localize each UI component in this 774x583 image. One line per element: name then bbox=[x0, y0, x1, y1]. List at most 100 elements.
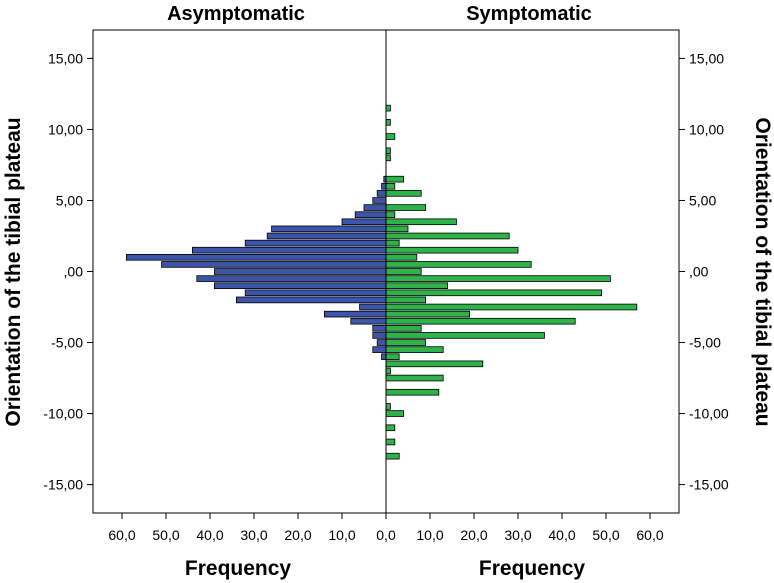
bar-symptomatic-25 bbox=[385, 325, 422, 332]
y-axis-title-right: Orientation of the tibial plateau bbox=[751, 117, 774, 426]
y-tick-label-right: -5,00 bbox=[689, 335, 721, 351]
bar-symptomatic-10 bbox=[385, 218, 457, 226]
bar-symptomatic-31 bbox=[385, 367, 391, 375]
y-tick-label-right: -15,00 bbox=[689, 477, 729, 493]
bar-symptomatic-18 bbox=[385, 275, 611, 282]
bar-asymptomatic-11 bbox=[126, 253, 387, 261]
bar-symptomatic-1 bbox=[385, 119, 391, 126]
x-tick-label-left: 20,0 bbox=[284, 527, 311, 543]
bar-asymptomatic-15 bbox=[213, 282, 387, 289]
bar-symptomatic-38 bbox=[385, 452, 400, 460]
bar-symptomatic-33 bbox=[385, 388, 440, 396]
bar-symptomatic-26 bbox=[385, 332, 545, 339]
bar-asymptomatic-16 bbox=[244, 289, 387, 297]
y-tick-label-right: -10,00 bbox=[689, 406, 729, 422]
axes-layer: 15,00 15,00 10,00 10,00 5,00 5,00 ,00 ,00 -5,00 -… bbox=[43, 29, 729, 543]
bar-symptomatic-6 bbox=[385, 182, 396, 190]
panel-title-asymptomatic: Asymptomatic bbox=[167, 3, 305, 25]
bar-symptomatic-36 bbox=[385, 424, 396, 432]
y-axis-title-left: Orientation of the tibial plateau bbox=[2, 117, 25, 426]
bar-asymptomatic-18 bbox=[359, 303, 387, 311]
bar-asymptomatic-7 bbox=[271, 225, 387, 233]
bar-symptomatic-7 bbox=[385, 190, 422, 197]
bars-layer bbox=[126, 104, 638, 460]
x-tick-label-left: 40,0 bbox=[196, 527, 223, 543]
x-tick-label-right: 40,0 bbox=[548, 527, 575, 543]
bar-symptomatic-32 bbox=[385, 374, 444, 382]
bar-asymptomatic-8 bbox=[266, 232, 387, 240]
bar-symptomatic-30 bbox=[385, 360, 484, 368]
bar-asymptomatic-4 bbox=[363, 204, 387, 211]
x-tick-label-left: 30,0 bbox=[240, 527, 267, 543]
y-tick-label-right: 10,00 bbox=[689, 121, 724, 137]
x-tick-label-left: 60,0 bbox=[108, 527, 135, 543]
y-tick-label-right: 5,00 bbox=[689, 192, 716, 208]
y-tick-label-left: -10,00 bbox=[43, 406, 83, 422]
bar-symptomatic-12 bbox=[385, 232, 510, 240]
bar-asymptomatic-23 bbox=[376, 339, 387, 346]
bar-asymptomatic-10 bbox=[191, 246, 387, 254]
y-tick-label-left: 10,00 bbox=[48, 121, 83, 137]
bar-symptomatic-19 bbox=[385, 282, 448, 289]
bar-symptomatic-34 bbox=[385, 403, 391, 410]
bar-symptomatic-24 bbox=[385, 317, 576, 325]
bar-asymptomatic-1 bbox=[381, 182, 387, 190]
y-tick-label-left: 5,00 bbox=[56, 192, 83, 208]
bar-symptomatic-13 bbox=[385, 239, 400, 247]
x-tick-label-left: 10,0 bbox=[328, 527, 355, 543]
bar-symptomatic-17 bbox=[385, 268, 422, 275]
bar-symptomatic-29 bbox=[385, 353, 400, 361]
x-axis-title-right: Frequency bbox=[479, 557, 586, 580]
bar-symptomatic-21 bbox=[385, 296, 426, 304]
bar-asymptomatic-13 bbox=[213, 268, 387, 275]
bar-asymptomatic-24 bbox=[372, 346, 387, 353]
x-tick-label-left: 0,0 bbox=[376, 527, 396, 543]
panel-title-symptomatic: Symptomatic bbox=[466, 3, 592, 25]
bar-asymptomatic-6 bbox=[341, 218, 387, 226]
bar-symptomatic-23 bbox=[385, 310, 470, 318]
bar-asymptomatic-22 bbox=[372, 332, 387, 339]
x-tick-label-right: 20,0 bbox=[460, 527, 487, 543]
x-tick-label-left: 50,0 bbox=[152, 527, 179, 543]
bar-symptomatic-20 bbox=[385, 289, 603, 297]
bar-symptomatic-22 bbox=[385, 303, 638, 311]
x-tick-label-right: 10,0 bbox=[416, 527, 443, 543]
y-tick-label-left: ,00 bbox=[64, 264, 84, 280]
bar-symptomatic-27 bbox=[385, 339, 426, 346]
x-tick-label-right: 30,0 bbox=[504, 527, 531, 543]
bar-symptomatic-35 bbox=[385, 410, 405, 417]
x-tick-label-right: 60,0 bbox=[636, 527, 663, 543]
x-tick-label-right: 50,0 bbox=[592, 527, 619, 543]
x-axis-title-left: Frequency bbox=[185, 557, 292, 580]
bar-symptomatic-3 bbox=[385, 147, 391, 155]
bar-asymptomatic-2 bbox=[376, 190, 387, 197]
bar-symptomatic-11 bbox=[385, 225, 409, 233]
y-tick-label-left: 15,00 bbox=[48, 50, 83, 66]
y-tick-label-right: ,00 bbox=[689, 264, 709, 280]
bar-symptomatic-8 bbox=[385, 204, 426, 211]
y-tick-label-left: -15,00 bbox=[43, 477, 83, 493]
bar-asymptomatic-9 bbox=[244, 239, 387, 247]
bar-asymptomatic-25 bbox=[381, 353, 387, 361]
bar-symptomatic-2 bbox=[385, 133, 396, 140]
bar-symptomatic-9 bbox=[385, 211, 396, 218]
bar-asymptomatic-21 bbox=[372, 325, 387, 332]
bar-symptomatic-16 bbox=[385, 261, 532, 268]
bar-asymptomatic-14 bbox=[196, 275, 387, 282]
bar-asymptomatic-5 bbox=[354, 211, 387, 218]
bar-symptomatic-28 bbox=[385, 346, 444, 353]
bar-symptomatic-14 bbox=[385, 246, 519, 254]
y-tick-label-left: -5,00 bbox=[51, 335, 83, 351]
bar-symptomatic-5 bbox=[385, 175, 405, 183]
bar-symptomatic-15 bbox=[385, 253, 418, 261]
bar-asymptomatic-17 bbox=[235, 296, 387, 304]
bar-asymptomatic-3 bbox=[372, 197, 387, 204]
bar-asymptomatic-12 bbox=[161, 261, 387, 268]
bar-symptomatic-37 bbox=[385, 438, 396, 446]
bar-asymptomatic-20 bbox=[350, 317, 387, 325]
bar-symptomatic-0 bbox=[385, 104, 391, 112]
y-tick-label-right: 15,00 bbox=[689, 50, 724, 66]
bar-asymptomatic-19 bbox=[323, 310, 387, 318]
bar-symptomatic-4 bbox=[385, 154, 391, 162]
